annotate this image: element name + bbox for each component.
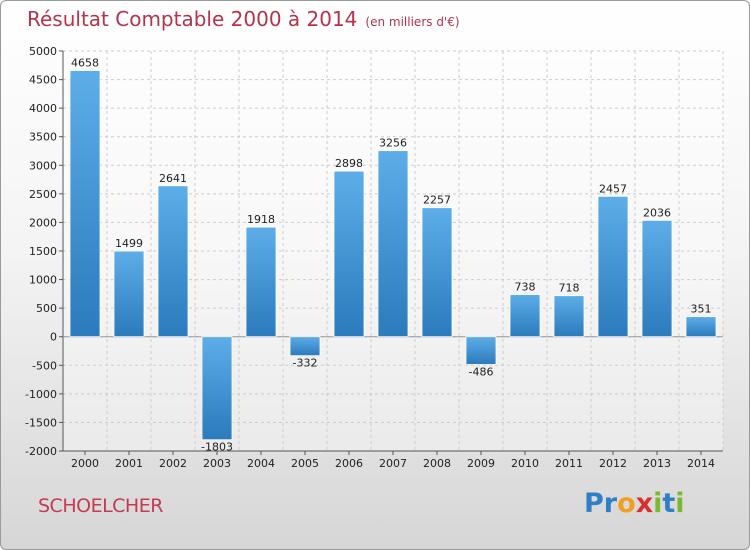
bar <box>553 295 585 338</box>
bar-value-label: -1803 <box>201 441 233 454</box>
y-tick-label: 2000 <box>29 216 57 229</box>
x-tick-label: 2011 <box>555 457 583 470</box>
x-tick-label: 2005 <box>291 457 319 470</box>
y-tick-label: 2500 <box>29 188 57 201</box>
bar-value-label: 351 <box>691 303 712 316</box>
logo-letter: o <box>617 488 636 519</box>
x-tick-label: 2003 <box>203 457 231 470</box>
chart-title-text: Résultat Comptable 2000 à 2014 <box>27 7 358 31</box>
y-tick-label: 1500 <box>29 245 57 258</box>
bar <box>685 316 717 338</box>
bar <box>465 336 497 365</box>
bar-value-label: -332 <box>293 357 318 370</box>
bar <box>245 226 277 338</box>
x-tick-label: 2002 <box>159 457 187 470</box>
bar <box>597 195 629 338</box>
chart-title: Résultat Comptable 2000 à 2014 (en millie… <box>27 7 460 31</box>
y-tick-label: 4000 <box>29 102 57 115</box>
bar-value-label: 2641 <box>159 172 187 185</box>
x-tick-label: 2008 <box>423 457 451 470</box>
x-tick-label: 2013 <box>643 457 671 470</box>
y-tick-label: 500 <box>36 302 57 315</box>
bar-value-label: 4658 <box>71 57 99 70</box>
logo-letter: P <box>584 488 604 519</box>
x-tick-label: 2006 <box>335 457 363 470</box>
x-tick-label: 2014 <box>687 457 715 470</box>
y-tick-label: 3500 <box>29 131 57 144</box>
bar-value-label: 2036 <box>643 206 671 219</box>
chart-subtitle: (en milliers d'€) <box>365 15 460 29</box>
x-tick-label: 2000 <box>71 457 99 470</box>
logo-letter: r <box>603 488 618 519</box>
x-tick-label: 2001 <box>115 457 143 470</box>
logo-letter: i <box>653 488 663 519</box>
y-tick-label: -1500 <box>25 416 57 429</box>
y-tick-label: -500 <box>32 359 57 372</box>
bar-value-label: 2898 <box>335 157 363 170</box>
proxiti-logo: Proxiti <box>584 488 685 519</box>
city-name: SCHOELCHER <box>38 495 163 517</box>
y-tick-label: 1000 <box>29 274 57 287</box>
logo-letter: x <box>635 488 654 519</box>
logo-letter: i <box>675 488 685 519</box>
bar-value-label: 1918 <box>247 213 275 226</box>
bar-value-label: 718 <box>559 282 580 295</box>
y-tick-label: 0 <box>50 331 57 344</box>
y-tick-label: -1000 <box>25 388 57 401</box>
bar <box>333 170 365 338</box>
bar <box>69 70 101 338</box>
x-tick-label: 2012 <box>599 457 627 470</box>
logo-letter: t <box>662 488 676 519</box>
y-tick-label: 5000 <box>29 45 57 58</box>
bar-value-label: 1499 <box>115 237 143 250</box>
y-tick-label: 3000 <box>29 159 57 172</box>
x-tick-label: 2010 <box>511 457 539 470</box>
bar-value-label: 2457 <box>599 182 627 195</box>
bar-value-label: 738 <box>515 281 536 294</box>
bar <box>509 294 541 338</box>
bar <box>201 336 233 441</box>
x-tick-label: 2009 <box>467 457 495 470</box>
bar <box>157 185 189 338</box>
bar <box>377 150 409 338</box>
bar-value-label: 2257 <box>423 194 451 207</box>
bar-value-label: -486 <box>469 365 494 378</box>
y-tick-label: -2000 <box>25 445 57 458</box>
x-tick-label: 2004 <box>247 457 275 470</box>
bar <box>641 219 673 338</box>
x-tick-label: 2007 <box>379 457 407 470</box>
y-tick-label: 4500 <box>29 74 57 87</box>
bar <box>113 250 145 338</box>
bar <box>421 207 453 338</box>
bar <box>289 336 321 357</box>
bar-value-label: 3256 <box>379 137 407 150</box>
